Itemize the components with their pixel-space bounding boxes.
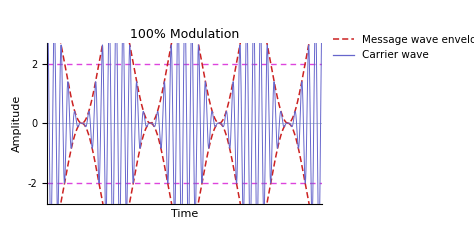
Legend: Message wave envelope, Carrier wave: Message wave envelope, Carrier wave [333, 35, 474, 60]
Title: 100% Modulation: 100% Modulation [130, 28, 239, 41]
Y-axis label: Amplitude: Amplitude [12, 95, 22, 152]
X-axis label: Time: Time [171, 209, 199, 219]
